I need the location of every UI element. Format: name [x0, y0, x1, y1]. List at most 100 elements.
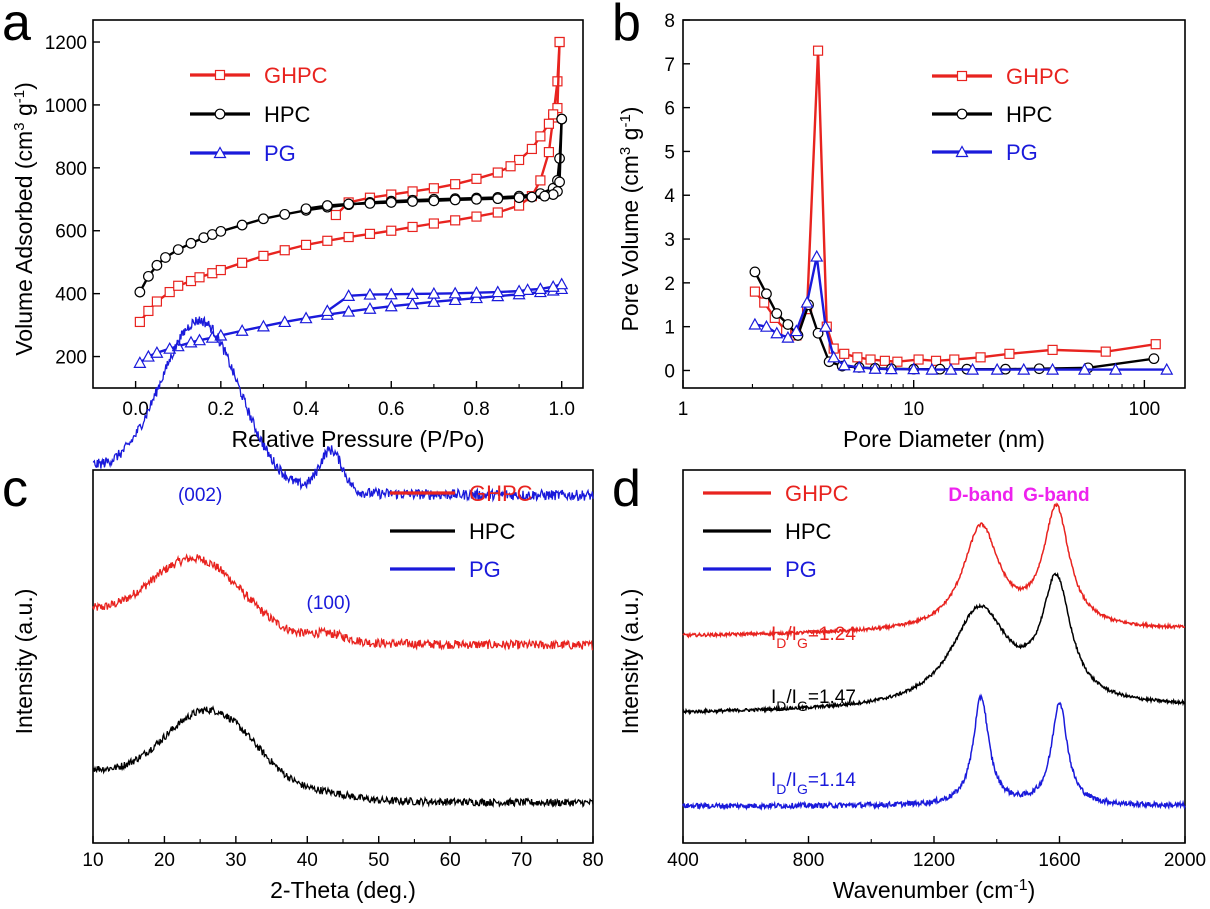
- data-point: [343, 198, 355, 210]
- x-tick-label: 80: [582, 850, 603, 871]
- plot-frame: [682, 469, 1186, 844]
- y-tick-label: 7: [664, 55, 675, 76]
- panel-letter-b: b: [612, 0, 641, 52]
- panel-letter-c: c: [2, 460, 28, 518]
- data-point: [300, 203, 312, 215]
- data-point: [770, 326, 784, 339]
- legend-label-pg: PG: [469, 557, 501, 582]
- data-point: [554, 36, 565, 48]
- data-point: [1017, 362, 1031, 375]
- y-tick-label: 2: [664, 274, 675, 295]
- data-point: [930, 355, 942, 366]
- text-part: 3: [617, 147, 634, 155]
- legend: GHPC HPC PG: [932, 64, 1070, 165]
- data-point: [236, 219, 248, 231]
- x-tick-label: 400: [667, 850, 699, 871]
- y-tick-label: 600: [55, 222, 87, 243]
- series-ghpc: [92, 553, 594, 651]
- legend-label-hpc: HPC: [785, 519, 832, 544]
- x-tick-label: 10: [82, 850, 103, 871]
- data-point: [185, 237, 197, 249]
- y-tick-label: 3: [664, 230, 675, 251]
- data-point: [320, 304, 334, 317]
- data-point: [134, 316, 145, 328]
- x-tick-label: 0.6: [378, 399, 404, 420]
- x-tick-label: 70: [511, 850, 532, 871]
- data-point: [279, 245, 290, 256]
- y-tick-label: 0: [664, 361, 675, 382]
- data-point: [810, 249, 824, 262]
- peak-annotation: (002): [178, 485, 222, 506]
- text-part: ): [1028, 877, 1036, 903]
- data-point: [342, 304, 356, 317]
- data-point: [450, 179, 461, 190]
- x-tick-label: 1600: [1038, 850, 1080, 871]
- text-part: /I: [786, 624, 797, 645]
- legend-label-hpc: HPC: [1006, 102, 1053, 127]
- text-part: G: [797, 781, 808, 797]
- ratio-label-hpc: ID/IG=1.47: [771, 687, 856, 714]
- x-tick-label: 800: [793, 850, 825, 871]
- legend-label-hpc: HPC: [264, 102, 311, 127]
- panel-letter-a: a: [2, 0, 31, 52]
- data-point: [363, 301, 377, 314]
- data-point: [492, 193, 504, 205]
- legend-marker-ghpc: [956, 70, 968, 82]
- text-part: G: [797, 635, 808, 651]
- data-point: [151, 259, 163, 271]
- data-point: [428, 183, 439, 194]
- data-point: [1148, 353, 1160, 365]
- legend-label-hpc: HPC: [469, 519, 516, 544]
- data-point: [322, 235, 333, 246]
- data-point: [749, 266, 761, 278]
- data-point: [789, 324, 803, 337]
- data-point: [990, 362, 1004, 375]
- data-point: [237, 257, 248, 268]
- data-point: [450, 215, 461, 226]
- data-point: [278, 315, 292, 328]
- legend-marker-hpc: [214, 108, 226, 120]
- band-label: G-band: [1023, 485, 1090, 506]
- x-tick-label: 0.8: [463, 399, 489, 420]
- y-tick-label: 5: [664, 142, 675, 163]
- data-point: [448, 293, 462, 306]
- data-point: [554, 176, 565, 188]
- y-axis-title: Intensity (a.u.): [617, 589, 643, 735]
- data-point: [839, 348, 850, 359]
- data-point: [364, 228, 376, 239]
- x-tick-label: 0.4: [293, 399, 320, 420]
- data-point: [1077, 362, 1091, 375]
- data-point: [134, 286, 146, 298]
- y-tick-label: 800: [55, 159, 87, 180]
- data-point: [207, 268, 218, 279]
- y-tick-label: 1000: [45, 96, 87, 117]
- legend: GHPC HPC PG: [190, 63, 328, 166]
- plot-frame: [92, 469, 594, 844]
- data-point: [133, 356, 147, 368]
- data-point: [343, 231, 354, 243]
- text-part: =1.24: [808, 624, 857, 645]
- data-point: [427, 286, 441, 299]
- series-pg: [748, 249, 1174, 375]
- data-point: [837, 358, 851, 371]
- data-point: [543, 118, 555, 129]
- x-tick-label: 1: [678, 399, 689, 420]
- data-point: [492, 207, 503, 218]
- data-point: [164, 286, 175, 298]
- text-part: Wavenumber (cm: [833, 877, 1014, 903]
- data-point: [428, 195, 440, 207]
- data-point: [471, 211, 482, 222]
- legend-marker-pg: [955, 145, 969, 158]
- series-hpc: [682, 571, 1186, 716]
- legend-label-pg: PG: [264, 141, 296, 166]
- x-axis-title: Wavenumber (cm-1): [833, 877, 1036, 904]
- data-point: [512, 284, 526, 297]
- data-point: [748, 317, 762, 330]
- panel-d: d 400 800 1200 1600 2000 Wavenumber (cm-1) Inte…: [612, 460, 1206, 903]
- legend-marker-ghpc: [214, 69, 226, 81]
- band-label: D-band: [948, 485, 1013, 506]
- data-point: [535, 131, 546, 142]
- data-point: [884, 362, 898, 375]
